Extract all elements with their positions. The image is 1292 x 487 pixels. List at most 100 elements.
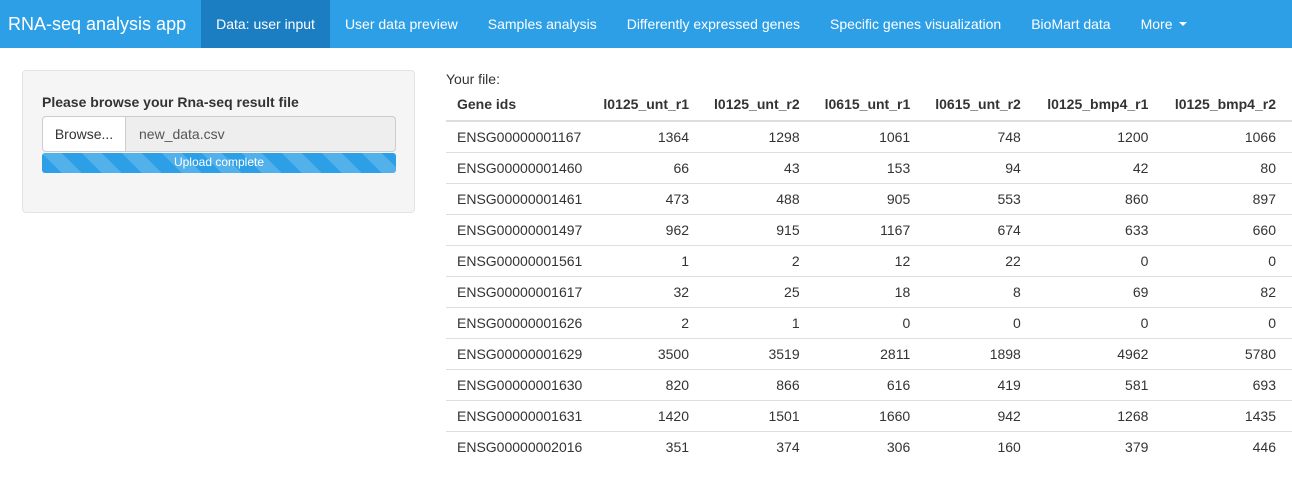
count-cell: 1268 xyxy=(1036,399,1165,431)
count-cell: 473 xyxy=(594,182,706,214)
count-cell: 897 xyxy=(1164,182,1292,214)
table-body: ENSG00000001167 1364 1298 1061 748 1200 1066 EN… xyxy=(446,121,1292,462)
gene-id-cell: ENSG00000001497 xyxy=(446,213,595,245)
count-cell: 351 xyxy=(594,430,706,462)
file-table-caption: Your file: xyxy=(446,71,500,87)
table-row: ENSG00000001497 962 915 1167 674 633 660 xyxy=(446,213,1292,245)
caret-down-icon xyxy=(1178,22,1187,26)
column-header[interactable]: l0615_unt_r2 xyxy=(926,88,1037,122)
nav-tab-user-data-preview[interactable]: User data preview xyxy=(344,16,458,32)
count-cell: 616 xyxy=(815,368,927,400)
count-cell: 1898 xyxy=(926,337,1037,369)
column-header[interactable]: l0125_unt_r1 xyxy=(594,88,706,122)
count-cell: 942 xyxy=(926,399,1037,431)
count-cell: 69 xyxy=(1036,275,1165,307)
table-header-row: Gene ids l0125_unt_r1 l0125_unt_r2 l0615_un… xyxy=(446,88,1292,122)
count-cell: 153 xyxy=(815,151,927,183)
count-cell: 3500 xyxy=(594,337,706,369)
file-input-group: Browse... new_data.csv xyxy=(42,116,396,152)
table-row: ENSG00000001167 1364 1298 1061 748 1200 1066 xyxy=(446,121,1292,152)
count-cell: 2 xyxy=(705,244,816,276)
count-cell: 42 xyxy=(1036,151,1165,183)
count-cell: 1 xyxy=(594,244,706,276)
count-cell: 419 xyxy=(926,368,1037,400)
table-row: ENSG00000001626 2 1 0 0 0 0 xyxy=(446,306,1292,338)
count-cell: 488 xyxy=(705,182,816,214)
column-header[interactable]: l0125_bmp4_r2 xyxy=(1164,88,1292,122)
count-cell: 32 xyxy=(594,275,706,307)
gene-id-cell: ENSG00000001461 xyxy=(446,182,595,214)
count-cell: 82 xyxy=(1164,275,1292,307)
gene-id-cell: ENSG00000001617 xyxy=(446,275,595,307)
count-cell: 693 xyxy=(1164,368,1292,400)
count-cell: 905 xyxy=(815,182,927,214)
browse-button[interactable]: Browse... xyxy=(42,116,126,152)
nav-tab-samples-analysis[interactable]: Samples analysis xyxy=(487,16,597,32)
nav-tab-differently-expressed-genes[interactable]: Differently expressed genes xyxy=(626,16,800,32)
column-header[interactable]: l0125_unt_r2 xyxy=(705,88,816,122)
count-cell: 1435 xyxy=(1164,399,1292,431)
count-cell: 1364 xyxy=(657,128,690,145)
count-cell: 581 xyxy=(1036,368,1165,400)
column-header[interactable]: l0125_bmp4_r1 xyxy=(1036,88,1165,122)
count-cell: 8 xyxy=(926,275,1037,307)
count-cell: 12 xyxy=(815,244,927,276)
nav-more-dropdown[interactable]: More xyxy=(1126,0,1202,48)
nav-tab-specific-genes-visualization[interactable]: Specific genes visualization xyxy=(830,16,1002,32)
table-row: ENSG00000001561 1 2 12 22 0 0 xyxy=(446,244,1292,276)
table-row: ENSG00000001631 1420 1501 1660 942 1268 1435 xyxy=(446,399,1292,431)
count-cell: 5780 xyxy=(1164,337,1292,369)
count-cell: 1066 xyxy=(1244,128,1276,145)
app-brand[interactable]: RNA-seq analysis app xyxy=(8,13,187,34)
count-cell: 1061 xyxy=(879,128,911,145)
count-cell: 4962 xyxy=(1036,337,1165,369)
count-cell: 748 xyxy=(997,128,1021,145)
gene-id-cell: ENSG00000001631 xyxy=(446,399,595,431)
upload-label: Please browse your Rna-seq result file xyxy=(42,94,299,110)
count-cell: 43 xyxy=(705,151,816,183)
more-label: More xyxy=(1140,16,1173,32)
count-cell: 2811 xyxy=(815,337,927,369)
count-cell: 3519 xyxy=(705,337,816,369)
count-cell: 66 xyxy=(594,151,706,183)
count-cell: 1501 xyxy=(705,399,816,431)
count-cell: 915 xyxy=(705,213,816,245)
count-cell: 860 xyxy=(1036,182,1165,214)
count-cell: 2 xyxy=(594,306,706,338)
count-cell: 553 xyxy=(926,182,1037,214)
count-cell: 25 xyxy=(705,275,816,307)
table-row: ENSG00000001461 473 488 905 553 860 897 xyxy=(446,182,1292,214)
nav-tab-data-user-input[interactable]: Data: user input xyxy=(201,0,330,48)
nav-tab-biomart-data[interactable]: BioMart data xyxy=(1031,16,1111,32)
count-cell: 94 xyxy=(926,151,1037,183)
top-navbar: RNA-seq analysis app Data: user input Us… xyxy=(0,0,1292,48)
count-cell: 1167 xyxy=(815,213,927,245)
count-cell: 0 xyxy=(1164,306,1292,338)
count-cell: 80 xyxy=(1164,151,1292,183)
gene-id-cell: ENSG00000002016 xyxy=(446,430,595,462)
count-cell: 0 xyxy=(1164,244,1292,276)
gene-id-cell: ENSG00000001626 xyxy=(446,306,595,338)
gene-id-cell: ENSG00000001630 xyxy=(446,368,595,400)
gene-id-cell: ENSG00000001460 xyxy=(446,151,595,183)
column-header[interactable]: Gene ids xyxy=(446,88,595,122)
count-cell: 22 xyxy=(926,244,1037,276)
file-name-field[interactable]: new_data.csv xyxy=(126,116,396,152)
table-row: ENSG00000001460 66 43 153 94 42 80 xyxy=(446,151,1292,183)
table-row: ENSG00000001629 3500 3519 2811 1898 4962 5780 xyxy=(446,337,1292,369)
count-cell: 0 xyxy=(926,306,1037,338)
count-cell: 160 xyxy=(926,430,1037,462)
count-cell: 1 xyxy=(705,306,816,338)
count-cell: 0 xyxy=(1036,244,1165,276)
count-cell: 962 xyxy=(594,213,706,245)
count-cell: 446 xyxy=(1164,430,1292,462)
column-header[interactable]: l0615_unt_r1 xyxy=(815,88,927,122)
count-cell: 0 xyxy=(1036,306,1165,338)
table-row: ENSG00000001617 32 25 18 8 69 82 xyxy=(446,275,1292,307)
count-cell: 866 xyxy=(705,368,816,400)
gene-id-cell: ENSG00000001629 xyxy=(446,337,595,369)
upload-progress-bar: Upload complete xyxy=(42,153,396,173)
count-cell: 306 xyxy=(815,430,927,462)
count-cell: 1420 xyxy=(594,399,706,431)
count-cell: 0 xyxy=(815,306,927,338)
